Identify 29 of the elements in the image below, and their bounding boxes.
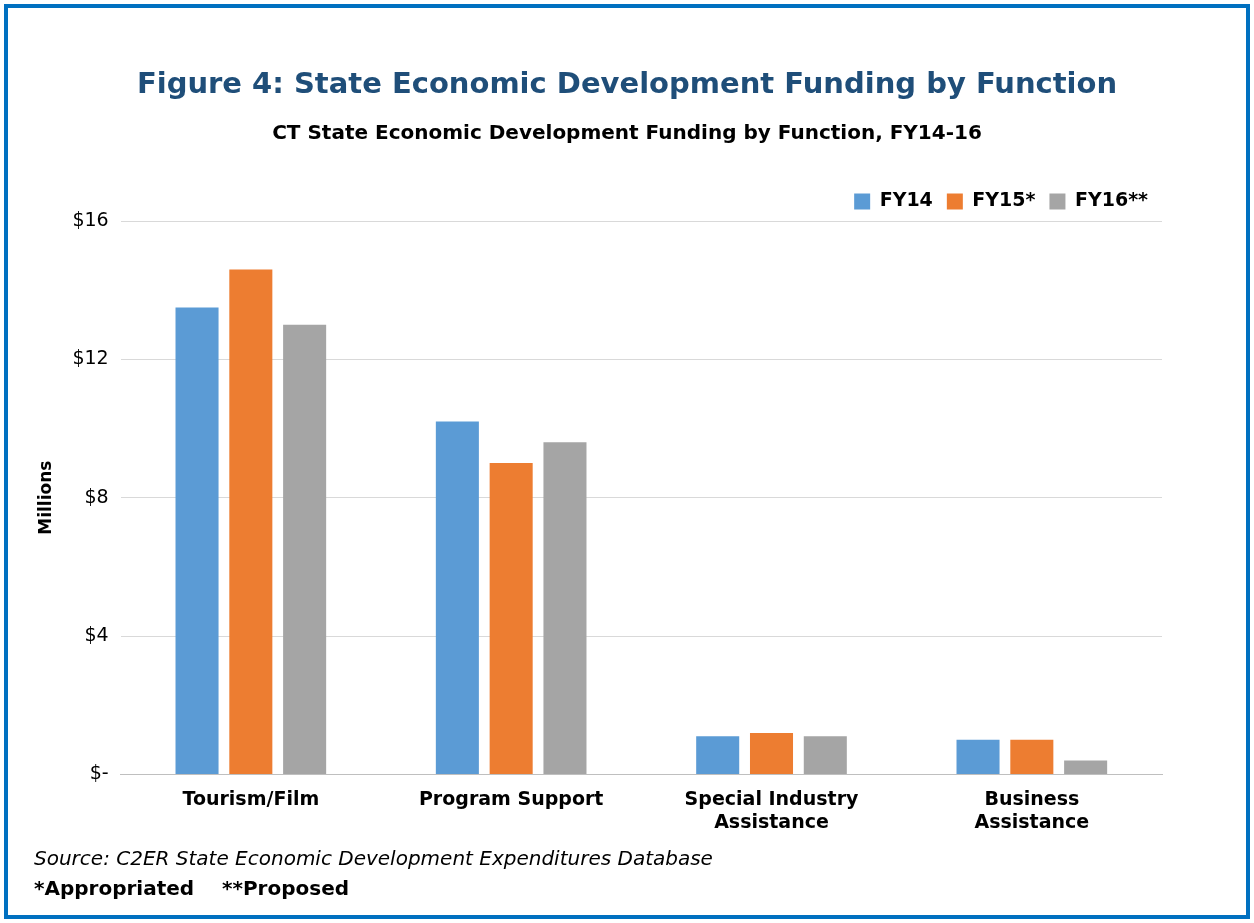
legend-label: FY16** — [1074, 188, 1149, 211]
bar — [696, 736, 740, 774]
bar — [956, 739, 1000, 774]
bar — [543, 442, 587, 774]
text: *Appropriated **Proposed — [34, 876, 351, 900]
y-tick-label: $12 — [72, 346, 109, 369]
chart-title: Figure 4: State Economic Development Funding by Function — [135, 66, 1119, 100]
x-tick-label: Tourism/Film — [182, 786, 320, 809]
bar — [229, 269, 273, 774]
y-axis-title: Millions — [34, 460, 55, 535]
y-tick-label: $4 — [84, 622, 109, 645]
x-tick-label: Program Support — [418, 786, 604, 809]
legend-label: FY15* — [972, 188, 1036, 211]
bar — [283, 324, 327, 774]
bar — [803, 736, 847, 774]
bar — [489, 463, 533, 774]
y-tick-label: $8 — [84, 484, 109, 507]
bar — [1064, 760, 1108, 774]
y-tick-label: $16 — [72, 207, 109, 230]
legend-label: FY14 — [879, 188, 933, 211]
bar — [1010, 739, 1054, 774]
source-note: Source: C2ER State Economic Development Expenditures Database — [34, 846, 713, 870]
x-tick-label: Business Assistance — [974, 786, 1090, 832]
bar — [175, 307, 219, 774]
x-tick-label: Special Industry Assistance — [684, 786, 859, 832]
y-tick-label: $- — [89, 761, 109, 784]
bar — [749, 732, 794, 774]
chart-subtitle: CT State Economic Development Funding by Function, FY14-16 — [271, 120, 983, 144]
bar — [435, 421, 479, 774]
